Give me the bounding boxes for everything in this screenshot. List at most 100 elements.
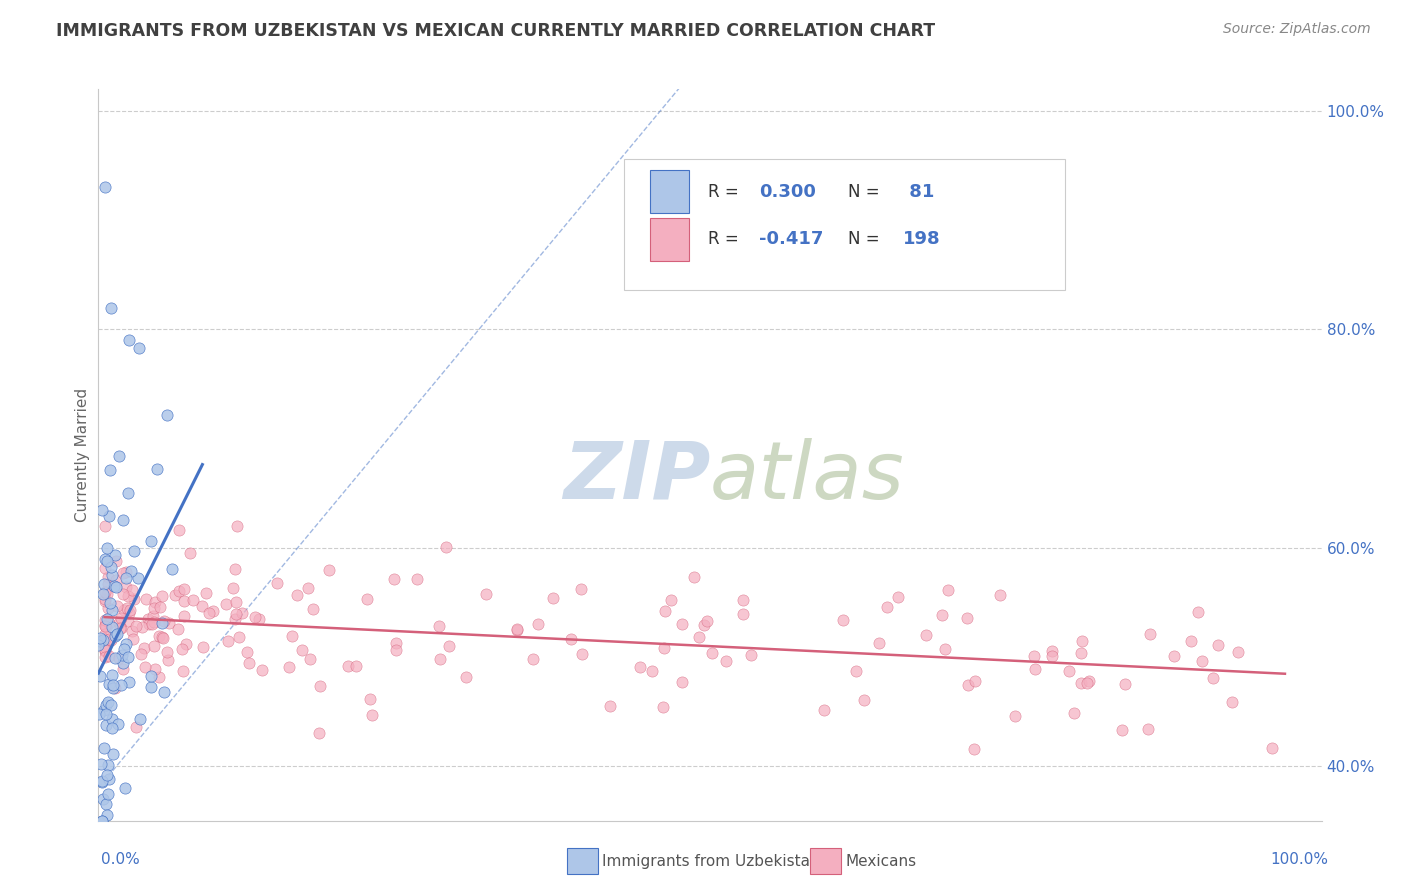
- Point: [963, 742, 986, 756]
- Point: [145, 662, 167, 676]
- Point: [143, 594, 166, 608]
- Text: R =: R =: [707, 230, 744, 248]
- Point: [1063, 706, 1085, 720]
- Point: [93, 576, 115, 591]
- Point: [1024, 662, 1046, 676]
- Point: [308, 726, 330, 740]
- Point: [385, 643, 408, 657]
- Point: [1163, 649, 1185, 664]
- Point: [571, 647, 593, 661]
- Point: [103, 747, 125, 762]
- Point: [1076, 676, 1098, 690]
- Point: [89, 669, 111, 683]
- Point: [683, 570, 706, 584]
- Point: [173, 593, 195, 607]
- Point: [156, 645, 179, 659]
- Point: [142, 608, 165, 623]
- Point: [731, 607, 754, 622]
- Point: [671, 675, 693, 690]
- FancyBboxPatch shape: [650, 218, 689, 260]
- Point: [215, 597, 238, 611]
- Point: [191, 599, 214, 613]
- Point: [1059, 665, 1081, 679]
- Point: [136, 612, 159, 626]
- Point: [291, 642, 314, 657]
- Point: [114, 637, 136, 651]
- Point: [93, 703, 115, 717]
- Point: [1114, 677, 1136, 691]
- Point: [688, 630, 710, 644]
- Point: [150, 630, 173, 644]
- Text: 0.0%: 0.0%: [101, 852, 141, 867]
- Point: [94, 551, 117, 566]
- Point: [90, 814, 112, 828]
- Point: [94, 698, 117, 712]
- Point: [93, 643, 115, 657]
- Point: [96, 541, 118, 556]
- Point: [456, 670, 478, 684]
- Point: [297, 581, 319, 595]
- Point: [100, 301, 122, 315]
- Point: [118, 333, 141, 347]
- Point: [142, 639, 165, 653]
- Point: [250, 664, 273, 678]
- Point: [103, 579, 125, 593]
- Point: [129, 647, 152, 661]
- Point: [122, 632, 145, 646]
- Point: [87, 638, 110, 652]
- Point: [98, 463, 121, 477]
- Point: [93, 632, 115, 646]
- Point: [198, 606, 221, 620]
- Point: [281, 628, 304, 642]
- Point: [936, 583, 959, 598]
- Point: [652, 700, 675, 714]
- Point: [845, 664, 868, 678]
- Point: [105, 599, 128, 613]
- Point: [1004, 709, 1026, 723]
- Point: [152, 614, 174, 628]
- Point: [94, 561, 117, 575]
- Point: [382, 572, 405, 586]
- Point: [141, 616, 163, 631]
- Point: [101, 568, 124, 582]
- Point: [108, 651, 131, 665]
- Point: [91, 632, 114, 647]
- Point: [96, 587, 118, 601]
- Point: [117, 589, 139, 603]
- Point: [100, 698, 122, 713]
- Point: [111, 648, 134, 662]
- Point: [956, 678, 979, 692]
- Point: [868, 636, 890, 650]
- Point: [148, 670, 170, 684]
- Point: [104, 580, 127, 594]
- Point: [108, 621, 131, 635]
- Point: [956, 611, 979, 625]
- Point: [101, 603, 124, 617]
- Point: [934, 642, 956, 657]
- Point: [156, 408, 179, 422]
- Point: [733, 593, 755, 607]
- Point: [97, 787, 120, 801]
- Point: [122, 544, 145, 558]
- Point: [152, 631, 174, 645]
- Point: [93, 592, 115, 607]
- Point: [356, 591, 378, 606]
- Point: [153, 685, 176, 699]
- Point: [696, 615, 718, 629]
- Point: [1070, 647, 1092, 661]
- Point: [98, 649, 121, 664]
- Point: [541, 591, 564, 605]
- Point: [93, 741, 115, 756]
- Point: [217, 633, 239, 648]
- Point: [98, 616, 121, 631]
- Point: [120, 564, 142, 578]
- Point: [110, 678, 132, 692]
- Point: [124, 592, 146, 607]
- Point: [91, 775, 114, 789]
- Point: [134, 660, 156, 674]
- Point: [115, 571, 138, 585]
- Point: [1180, 634, 1202, 648]
- Point: [266, 575, 288, 590]
- Point: [107, 716, 129, 731]
- Point: [170, 641, 193, 656]
